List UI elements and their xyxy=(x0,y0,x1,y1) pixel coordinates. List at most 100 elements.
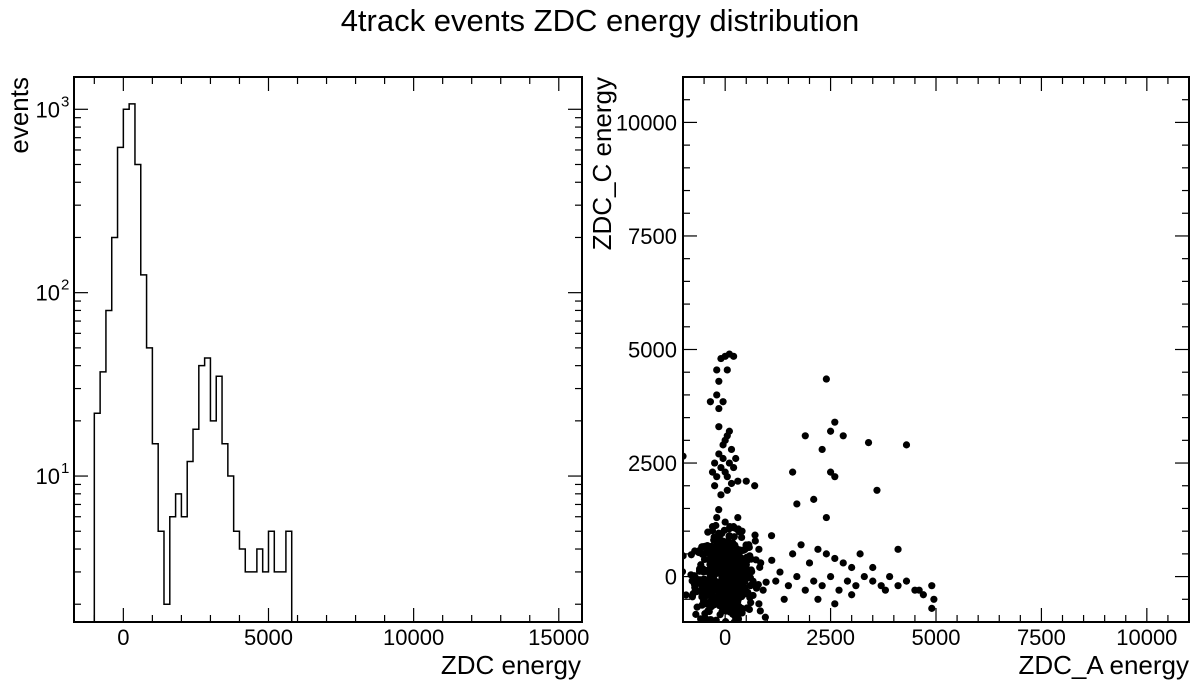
histogram-frame xyxy=(73,76,583,623)
scatter-point xyxy=(734,513,742,522)
scatter-point xyxy=(826,468,835,476)
scatter-point xyxy=(723,366,731,374)
scatter-point xyxy=(756,607,764,615)
scatter-point xyxy=(726,553,734,561)
scatter-x-tick-label: 5000 xyxy=(912,625,961,650)
scatter-point xyxy=(698,593,706,601)
scatter-point xyxy=(789,550,797,558)
scatter-point xyxy=(886,572,894,581)
scatter-point xyxy=(928,604,936,612)
scatter-point xyxy=(843,577,852,585)
scatter-point xyxy=(717,463,725,472)
scatter-point xyxy=(688,593,697,601)
scatter-point xyxy=(707,597,715,605)
scatter-point xyxy=(822,375,830,383)
scatter-point xyxy=(915,586,923,594)
scatter-point xyxy=(688,625,695,632)
scatter-point xyxy=(839,432,847,440)
scatter-ticks xyxy=(683,76,1190,622)
scatter-point xyxy=(690,572,699,580)
scatter-point xyxy=(717,536,725,544)
scatter-x-tick-label: 7500 xyxy=(1017,625,1066,650)
scatter-point xyxy=(727,479,736,488)
scatter-point xyxy=(741,545,749,554)
histogram-ticks xyxy=(74,77,582,622)
scatter-point xyxy=(755,600,763,608)
scatter-point xyxy=(793,500,801,508)
scatter-point xyxy=(877,582,885,590)
scatter-point xyxy=(705,581,713,589)
scatter-point xyxy=(713,545,722,553)
scatter-point xyxy=(727,608,736,616)
scatter-point xyxy=(738,533,746,542)
scatter-point xyxy=(706,398,715,406)
scatter-point xyxy=(670,549,677,556)
scatter-point xyxy=(894,545,902,553)
scatter-point xyxy=(732,454,740,463)
scatter-point xyxy=(826,427,835,435)
scatter-point xyxy=(814,545,822,553)
scatter-point xyxy=(797,541,805,549)
scatter-point xyxy=(707,553,715,561)
histogram-x-label: ZDC energy xyxy=(441,650,581,680)
scatter-point xyxy=(756,563,764,571)
scatter-point xyxy=(835,586,843,594)
histogram-y-tick-label: 10 xyxy=(36,464,60,489)
scatter-point xyxy=(738,604,746,612)
scatter-point xyxy=(687,551,695,559)
scatter-point xyxy=(805,559,814,567)
scatter-point xyxy=(717,491,725,499)
scatter-y-tick-label: 0 xyxy=(665,565,677,590)
scatter-point xyxy=(713,366,721,374)
scatter-point xyxy=(801,586,809,594)
scatter-point xyxy=(902,577,911,585)
scatter-point xyxy=(742,554,750,563)
scatter-point xyxy=(710,571,719,579)
scatter-point xyxy=(719,587,727,595)
scatter-point xyxy=(706,642,713,649)
scatter-point xyxy=(743,604,751,612)
scatter-point xyxy=(708,523,717,531)
scatter-point xyxy=(707,548,715,556)
scatter-point xyxy=(715,377,723,385)
scatter-y-label: ZDC_C energy xyxy=(587,77,617,250)
scatter-point xyxy=(730,352,738,360)
scatter-point xyxy=(864,439,873,447)
scatter-point xyxy=(881,586,890,594)
scatter-point xyxy=(751,531,759,539)
scatter-point xyxy=(743,567,751,575)
scatter-point xyxy=(715,506,723,514)
scatter-point xyxy=(749,591,757,600)
scatter-point xyxy=(717,562,726,570)
scatter-point xyxy=(822,550,830,558)
scatter-point xyxy=(711,482,719,490)
scatter-point xyxy=(755,625,762,632)
scatter-x-tick-label: 2500 xyxy=(806,625,855,650)
scatter-point xyxy=(725,532,733,540)
scatter-point xyxy=(894,582,902,590)
scatter-point xyxy=(856,550,864,558)
scatter-point xyxy=(723,486,731,494)
scatter-point xyxy=(776,568,784,576)
scatter-point xyxy=(919,591,927,599)
scatter-point xyxy=(873,486,881,494)
scatter-point xyxy=(772,577,780,585)
scatter-point xyxy=(715,529,723,537)
scatter-x-tick-label: 0 xyxy=(719,625,731,650)
scatter-point xyxy=(852,582,860,590)
scatter-point xyxy=(737,580,745,588)
scatter-point xyxy=(708,468,717,476)
scatter-point xyxy=(869,577,877,585)
scatter-point xyxy=(697,578,705,586)
scatter-point xyxy=(690,580,698,588)
scatter-point xyxy=(715,404,723,413)
scatter-point xyxy=(860,572,868,581)
scatter-point xyxy=(822,513,830,522)
scatter-point xyxy=(928,582,936,590)
scatter-point xyxy=(711,459,719,467)
scatter-point xyxy=(710,536,718,544)
scatter-point xyxy=(793,572,801,581)
